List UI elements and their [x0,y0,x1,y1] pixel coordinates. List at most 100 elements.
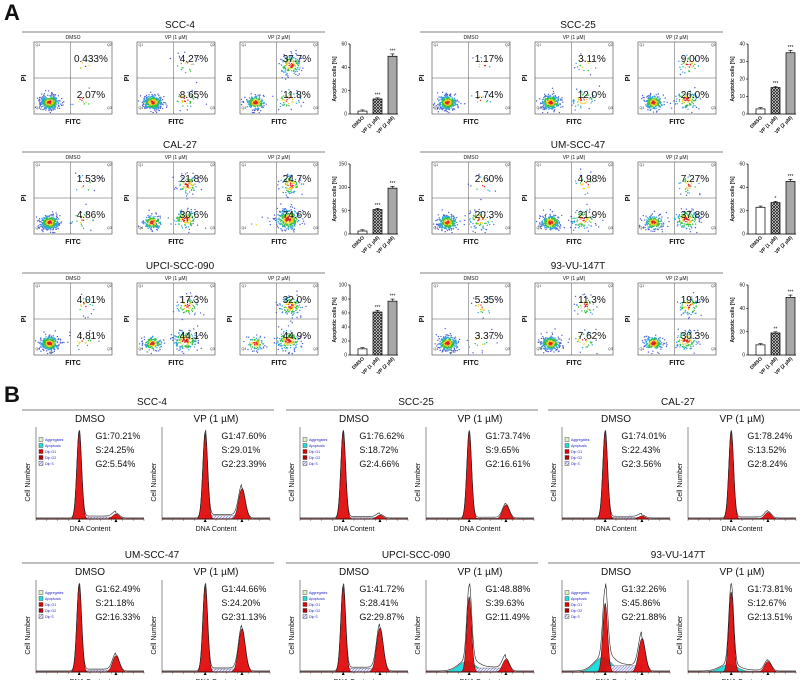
flow-event-dot [544,108,546,110]
flow-event-dot [187,226,190,228]
flow-event-dot [280,221,282,223]
flow-event-dot [250,223,253,225]
flow-event-dot [649,104,652,106]
flow-event-dot [184,62,187,64]
flow-event-dot [253,99,255,101]
flow-event-dot [448,216,450,219]
quadrant-label-q2: Q2 [210,43,215,47]
flow-event-dot [553,220,556,222]
flow-event-dot [282,224,284,227]
flow-event-dot [296,221,299,223]
flow-event-dot [259,109,262,112]
flow-event-dot [187,99,189,101]
flow-event-dot [444,222,447,224]
flow-event-dot [450,227,453,230]
flow-event-dot [158,97,161,99]
flow-event-dot [455,226,457,229]
quadrant-label-q2: Q2 [711,43,716,47]
flow-event-dot [578,227,580,229]
flow-event-dot [439,108,441,110]
flow-event-dot [452,217,455,220]
flow-event-dot [288,95,291,97]
flow-event-dot [47,228,50,230]
flow-event-dot [150,219,152,221]
flow-event-dot [84,65,87,68]
flow-event-dot [169,57,172,60]
flow-event-dot [572,101,575,103]
flow-event-dot [594,67,597,69]
flow-plot-condition: VP (1 µM) [165,35,188,41]
flow-event-dot [554,96,556,99]
flow-event-dot [48,105,51,107]
flow-event-dot [290,50,292,53]
flow-events [137,51,208,114]
flow-event-dot [150,110,152,113]
flow-event-dot [52,109,55,111]
flow-plot-condition: VP (2 µM) [268,35,291,41]
flow-event-dot [287,102,290,105]
flow-event-dot [559,103,561,106]
flow-event-dot [653,216,655,218]
flow-event-dot [690,226,692,228]
flow-event-dot [158,109,161,112]
cell-line-title: CAL-27 [163,140,197,151]
flow-event-dot [197,97,199,100]
bar-y-tick-label: 20 [739,77,745,83]
flow-event-dot [551,222,553,225]
flow-event-dot [454,99,456,102]
flow-event-dot [659,217,661,220]
flow-event-dot [547,224,549,226]
flow-event-dot [281,96,283,98]
flow-event-dot [546,221,549,223]
panel-label-a: A [4,0,20,25]
flow-event-dot [165,106,168,109]
flow-event-dot [446,101,448,104]
flow-event-dot [59,100,61,102]
flow-event-dot [190,188,193,191]
flow-event-dot [541,102,543,104]
flow-event-dot [577,224,580,226]
flow-event-dot [153,226,155,229]
flow-event-dot [639,218,642,220]
flow-event-dot [148,224,151,226]
flow-event-dot [558,216,560,219]
flow-event-dot [250,97,253,100]
flow-event-dot [280,58,282,60]
flow-event-dot [464,103,466,105]
flow-event-dot [440,221,443,223]
flow-event-dot [156,219,159,221]
flow-event-dot [155,105,158,108]
flow-event-dot [448,96,450,98]
flow-plot-condition: DMSO [66,35,81,41]
early-apoptotic-percent: 26.0% [681,90,709,101]
flow-event-dot [555,226,557,229]
flow-event-dot [445,105,447,108]
x-axis-label-fitc: FITC [271,239,287,246]
bar-y-axis-label: Apoptotic cells [%] [332,56,338,101]
flow-event-dot [290,92,293,94]
flow-event-dot [291,222,293,225]
flow-event-dot [550,98,552,100]
flow-event-dot [48,222,50,225]
flow-event-dot [189,70,192,72]
flow-event-dot [475,222,477,224]
flow-event-dot [279,223,281,226]
flow-event-dot [449,218,451,221]
flow-event-dot [285,230,287,232]
flow-event-dot [297,74,299,77]
flow-event-dot [690,185,692,187]
flow-event-dot [688,225,690,227]
flow-event-dot [542,209,545,211]
flow-event-dot [447,221,450,224]
flow-event-dot [543,96,545,99]
flow-event-dot [648,96,650,98]
flow-event-dot [454,104,456,106]
cell-line-title: SCC-25 [560,20,596,31]
flow-event-dot [580,107,582,109]
flow-event-dot [246,101,249,104]
flow-event-dot [41,217,43,220]
flow-event-dot [261,216,263,218]
flow-event-dot [166,105,168,107]
quadrant-label-q3: Q3 [210,226,215,230]
flow-event-dot [146,223,149,226]
